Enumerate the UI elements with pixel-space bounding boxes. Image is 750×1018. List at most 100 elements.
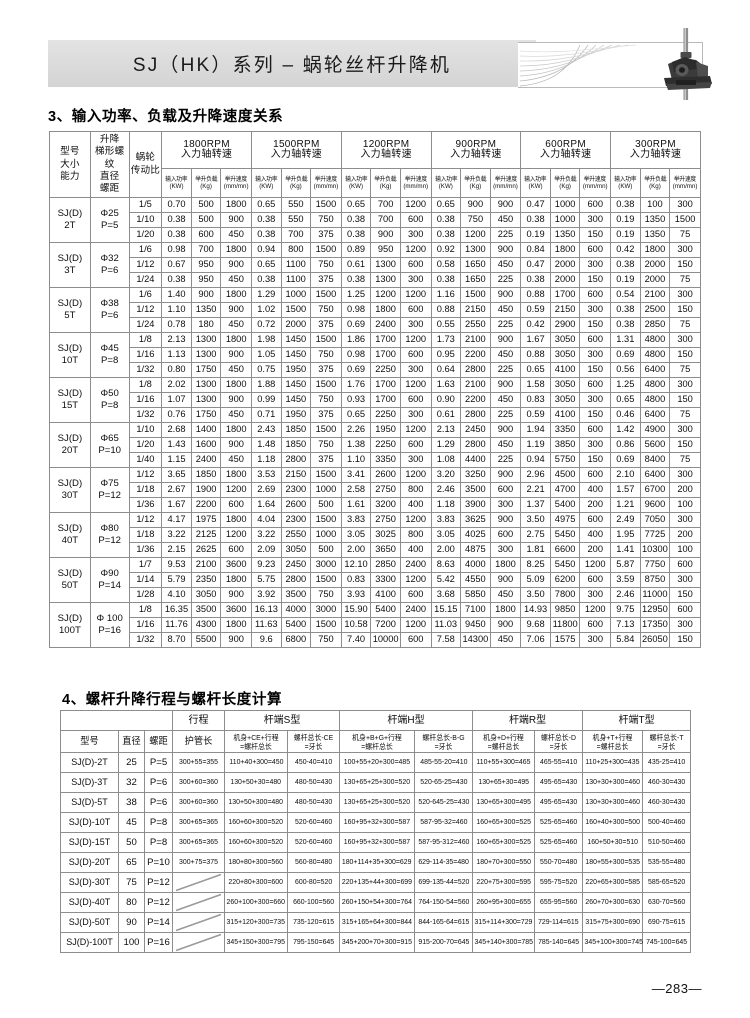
value-cell: 750 xyxy=(310,212,342,229)
value-cell: 1500 xyxy=(310,242,342,259)
value-cell: 6600 xyxy=(549,542,581,559)
value-cell: 1.18 xyxy=(430,497,462,514)
table-row: SJ(D) 50T Φ90 P=14 1/7 9.53 2100 3600 9.23 2450 30… xyxy=(49,557,701,604)
value-cell: 300 xyxy=(669,572,701,589)
value-cell: 2125 xyxy=(190,527,222,544)
h-thread-cell: 520-65-25=430 xyxy=(414,772,474,793)
value-cell: 3.83 xyxy=(340,512,372,529)
value-cell: 1700 xyxy=(370,377,401,394)
value-cell: 600 xyxy=(669,602,701,619)
ratio-cell: 1/12 xyxy=(128,302,163,319)
diameter-cell: 75 xyxy=(118,872,145,893)
cell-text: 480-50=430 xyxy=(294,797,333,807)
value-cell: 0.38 xyxy=(250,227,282,244)
value-cell: 3650 xyxy=(370,542,401,559)
value-cell: 2.49 xyxy=(610,512,641,529)
value-cell: 0.19 xyxy=(610,272,641,289)
ratio-cell: 1/5 xyxy=(128,197,163,214)
value-cell: 1950 xyxy=(280,407,312,424)
value-cell: 150 xyxy=(669,587,701,604)
value-cell: 300 xyxy=(399,227,432,244)
model-cell: SJ(D)-5T xyxy=(60,792,119,813)
r-total-cell: 315+114+300=729 xyxy=(472,912,536,933)
cell-text: 110+55+300=465 xyxy=(476,757,531,767)
table-row: SJ(D)-5T 38 P=6 300+60=360 130+50+300=480 480… xyxy=(60,792,692,813)
r-total-cell: 260+95+300=655 xyxy=(472,892,536,913)
model-cell: SJ(D)-20T xyxy=(60,852,119,873)
value-cell: 2150 xyxy=(460,302,491,319)
value-cell: 450 xyxy=(489,392,522,409)
metric-label: 举升负载 xyxy=(464,176,487,184)
value-cell: 4800 xyxy=(639,332,671,349)
cell-text: 699-135-44=520 xyxy=(418,877,470,887)
h-total-cell: 260+150+54+300=764 xyxy=(339,892,416,913)
table-row: SJ(D)-2T 25 P=5 300+55=355 110+40+300=450 450… xyxy=(60,752,692,773)
value-cell: 11800 xyxy=(549,617,581,634)
value-cell: 100 xyxy=(669,497,701,514)
t-total-cell: 110+25+300=435 xyxy=(582,752,644,773)
value-cell: 1350 xyxy=(190,302,222,319)
value-cell: 900 xyxy=(489,287,522,304)
value-cell: 9.6 xyxy=(250,632,282,649)
value-cell: 2500 xyxy=(639,302,671,319)
value-cell: 3050 xyxy=(190,587,222,604)
table2-sub-header-row: 型号 直径 螺距 护管长 机身+CE+行程 =螺杆总长 螺杆总长-CE =牙长 机身+B+G+行… xyxy=(60,730,692,753)
value-cell: 6400 xyxy=(639,407,671,424)
cell-text: 315+120+300=735 xyxy=(226,917,286,927)
value-cell: 300 xyxy=(669,287,701,304)
value-cell: 600 xyxy=(579,572,612,589)
value-cell: 900 xyxy=(489,377,522,394)
table-row: 1/40 1.15 2400 450 1.18 2800 375 1.10 3350 300 1.0… xyxy=(50,452,701,469)
table-row: 1/28 4.10 3050 900 3.92 3500 750 3.93 4100 600 3.6… xyxy=(50,587,701,604)
value-cell: 2850 xyxy=(639,317,671,334)
value-cell: 1.57 xyxy=(610,482,641,499)
cell-text: 630-70=560 xyxy=(647,897,686,907)
pitch-cell: P=10 xyxy=(143,852,174,873)
cell-text: P=6 xyxy=(149,776,168,788)
value-cell: 500 xyxy=(310,497,342,514)
h-total-cell: 180+114+35+300=629 xyxy=(339,852,416,873)
model-cell: SJ(D) 3T xyxy=(49,242,91,289)
diagonal-slash-icon xyxy=(173,933,224,952)
value-cell: 0.38 xyxy=(610,317,641,334)
value-cell: 1.29 xyxy=(250,287,282,304)
value-cell: 600 xyxy=(399,212,432,229)
value-cell: 225 xyxy=(489,452,522,469)
h-thread-cell: 587-95-32=460 xyxy=(414,812,474,833)
metric-header-0-1: 举升负载 (Kg) xyxy=(190,168,222,199)
value-cell: 2800 xyxy=(460,407,491,424)
value-cell: 900 xyxy=(489,572,522,589)
screw-cell: Φ45 P=8 xyxy=(89,332,130,379)
ratio-cell: 1/16 xyxy=(128,617,163,634)
value-cell: 1.08 xyxy=(430,452,462,469)
metric-unit: (mm/mn) xyxy=(582,183,608,191)
cell-text: 90 xyxy=(126,916,137,928)
value-cell: 1.67 xyxy=(161,497,192,514)
value-cell: 1.38 xyxy=(340,437,372,454)
screw-cell: Φ90 P=14 xyxy=(89,557,130,604)
h-total-cell: 160+95+32+300=587 xyxy=(339,812,416,833)
metric-unit: (KW) xyxy=(438,183,453,191)
value-cell: 450 xyxy=(489,587,522,604)
ratio-cell: 1/6 xyxy=(128,287,163,304)
value-cell: 1300 xyxy=(190,392,222,409)
model-cell: SJ(D) 40T xyxy=(49,512,91,559)
value-cell: 450 xyxy=(489,302,522,319)
value-cell: 600 xyxy=(579,422,612,439)
model-line: 5T xyxy=(64,310,76,322)
cell-text: 130+65+25+300=520 xyxy=(343,797,411,807)
cell-text: 525-65=460 xyxy=(539,817,578,827)
table-row: SJ(D)-3T 32 P=6 300+60=360 130+50+30=480 480-… xyxy=(60,772,692,793)
value-cell: 2.75 xyxy=(520,527,551,544)
value-cell: 300 xyxy=(579,392,612,409)
value-cell: 1500 xyxy=(310,617,342,634)
value-cell: 15.15 xyxy=(430,602,462,619)
subheader-line2: =螺杆总长 xyxy=(487,741,520,751)
table-row: SJ(D) 40T Φ80 P=12 1/12 4.17 1975 1800 4.04 2300 1… xyxy=(49,512,701,559)
table-row: 1/36 2.15 2625 600 2.09 3050 500 2.00 3650 400 2.0… xyxy=(50,542,701,559)
diameter-cell: 32 xyxy=(118,772,145,793)
screw-line: P=8 xyxy=(101,355,119,367)
value-cell: 400 xyxy=(579,482,612,499)
value-cell: 750 xyxy=(310,437,342,454)
value-cell: 2550 xyxy=(460,317,491,334)
